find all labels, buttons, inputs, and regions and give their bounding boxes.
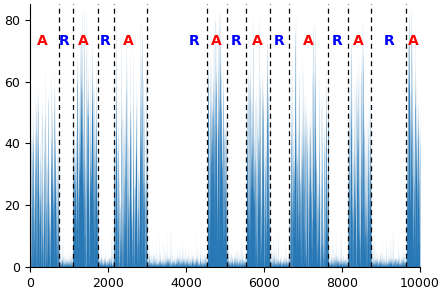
Text: A: A — [252, 34, 263, 48]
Text: R: R — [100, 34, 111, 48]
Text: A: A — [123, 34, 134, 48]
Text: A: A — [37, 34, 48, 48]
Text: A: A — [78, 34, 89, 48]
Text: R: R — [332, 34, 343, 48]
Text: R: R — [59, 34, 69, 48]
Text: A: A — [211, 34, 222, 48]
Text: A: A — [303, 34, 314, 48]
Text: R: R — [231, 34, 242, 48]
Text: R: R — [188, 34, 199, 48]
Text: R: R — [383, 34, 394, 48]
Text: R: R — [274, 34, 284, 48]
Text: A: A — [408, 34, 418, 48]
Text: A: A — [353, 34, 364, 48]
